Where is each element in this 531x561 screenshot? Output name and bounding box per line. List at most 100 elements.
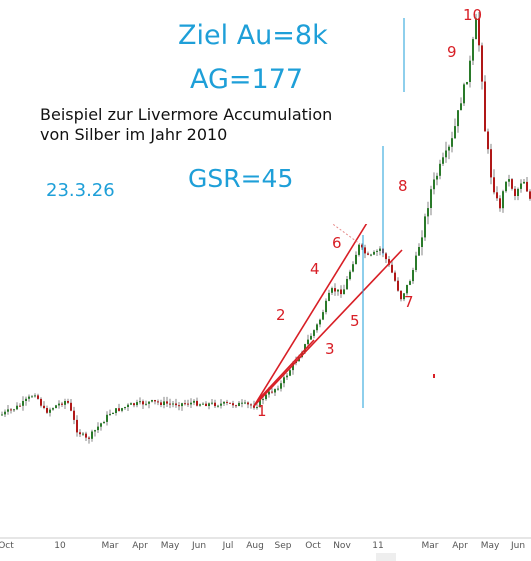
candle-body bbox=[277, 388, 279, 390]
candle-body bbox=[343, 289, 345, 295]
candle-body bbox=[481, 45, 483, 82]
candle-body bbox=[421, 237, 423, 247]
candle-body bbox=[289, 370, 291, 376]
x-tick-label: Apr bbox=[452, 541, 468, 551]
candle-body bbox=[70, 402, 72, 411]
trend-lines bbox=[253, 217, 403, 407]
candle-body bbox=[43, 405, 45, 408]
candle-body bbox=[49, 409, 51, 413]
candle-body bbox=[7, 409, 9, 412]
candle-body bbox=[82, 433, 84, 435]
candle-body bbox=[340, 289, 342, 295]
candle-body bbox=[292, 363, 294, 371]
wave-label-9: 9 bbox=[447, 43, 457, 61]
candle-body bbox=[133, 403, 135, 406]
candle-body bbox=[460, 103, 462, 111]
candle-body bbox=[118, 408, 120, 411]
candle-body bbox=[307, 339, 309, 345]
x-tick-label: Jun bbox=[191, 541, 206, 551]
candle-body bbox=[16, 405, 18, 410]
candle-body bbox=[478, 18, 480, 46]
candle-body bbox=[166, 401, 168, 404]
candle-body bbox=[514, 188, 516, 196]
candle-body bbox=[73, 410, 75, 420]
candle-body bbox=[127, 404, 129, 407]
wave-label-10: 10 bbox=[463, 6, 483, 24]
candle-body bbox=[493, 177, 495, 193]
candle-body bbox=[58, 403, 60, 406]
candle-body bbox=[349, 271, 351, 280]
candle-body bbox=[88, 437, 90, 439]
candle-body bbox=[274, 389, 276, 393]
candle-body bbox=[124, 407, 126, 409]
candle-body bbox=[337, 289, 339, 292]
candle-body bbox=[379, 248, 381, 251]
candle-body bbox=[172, 403, 174, 405]
candle-body bbox=[445, 150, 447, 158]
candle-body bbox=[484, 81, 486, 132]
candle-body bbox=[499, 198, 501, 209]
candle-body bbox=[427, 208, 429, 217]
x-tick-label: May bbox=[481, 541, 500, 551]
candle-body bbox=[442, 157, 444, 164]
candle-body bbox=[406, 284, 408, 294]
wave-label-5: 5 bbox=[350, 312, 360, 330]
candle-body bbox=[184, 403, 186, 405]
wave-label-1: 1 bbox=[257, 402, 267, 420]
trend-line-3 bbox=[257, 339, 315, 401]
candle-body bbox=[175, 403, 177, 406]
candle-body bbox=[52, 408, 54, 410]
candle-body bbox=[103, 422, 105, 424]
candle-body bbox=[112, 413, 114, 414]
candle-body bbox=[487, 131, 489, 150]
candle-body bbox=[334, 288, 336, 292]
candle-body bbox=[151, 400, 153, 402]
wave-label-6: 6 bbox=[332, 234, 342, 252]
candle-body bbox=[463, 84, 465, 104]
target-annotation: Ziel Au=8k bbox=[178, 20, 328, 51]
gsr-annotation: GSR=45 bbox=[188, 164, 294, 193]
candle-body bbox=[163, 401, 165, 405]
scrollbar-handle[interactable] bbox=[376, 553, 396, 561]
candle-body bbox=[28, 396, 30, 399]
candle-body bbox=[373, 251, 375, 255]
candle-body bbox=[97, 426, 99, 431]
candle-body bbox=[352, 264, 354, 272]
candle-body bbox=[202, 403, 204, 405]
candle-body bbox=[505, 181, 507, 192]
candle-body bbox=[526, 181, 528, 192]
x-tick-label: 11 bbox=[372, 541, 383, 551]
candle-body bbox=[328, 292, 330, 301]
candle-body bbox=[238, 402, 240, 406]
candle-body bbox=[436, 175, 438, 180]
candle-body bbox=[190, 402, 192, 405]
candle-body bbox=[409, 281, 411, 285]
candle-body bbox=[454, 126, 456, 139]
caption-line-1: Beispiel zur Livermore Accumulation bbox=[40, 105, 333, 124]
candle-body bbox=[181, 403, 183, 407]
x-tick-label: 10 bbox=[54, 541, 66, 551]
candle-body bbox=[325, 300, 327, 313]
candle-body bbox=[91, 431, 93, 439]
candle-body bbox=[34, 395, 36, 397]
candle-body bbox=[253, 405, 255, 408]
candle-body bbox=[415, 255, 417, 270]
candle-body bbox=[424, 216, 426, 238]
candle-body bbox=[466, 82, 468, 85]
candle-body bbox=[193, 400, 195, 403]
candle-body bbox=[361, 244, 363, 248]
candle-body bbox=[31, 396, 33, 398]
candle-body bbox=[376, 250, 378, 252]
candle-body bbox=[145, 403, 147, 405]
candle-body bbox=[160, 402, 162, 405]
candle-body bbox=[85, 433, 87, 438]
candle-body bbox=[157, 401, 159, 403]
candle-body bbox=[106, 414, 108, 422]
candle-body bbox=[259, 399, 261, 408]
candle-body bbox=[472, 39, 474, 61]
x-tick-label: Mar bbox=[102, 541, 119, 551]
candle-body bbox=[370, 254, 372, 256]
candle-body bbox=[403, 293, 405, 300]
candle-body bbox=[529, 191, 531, 199]
